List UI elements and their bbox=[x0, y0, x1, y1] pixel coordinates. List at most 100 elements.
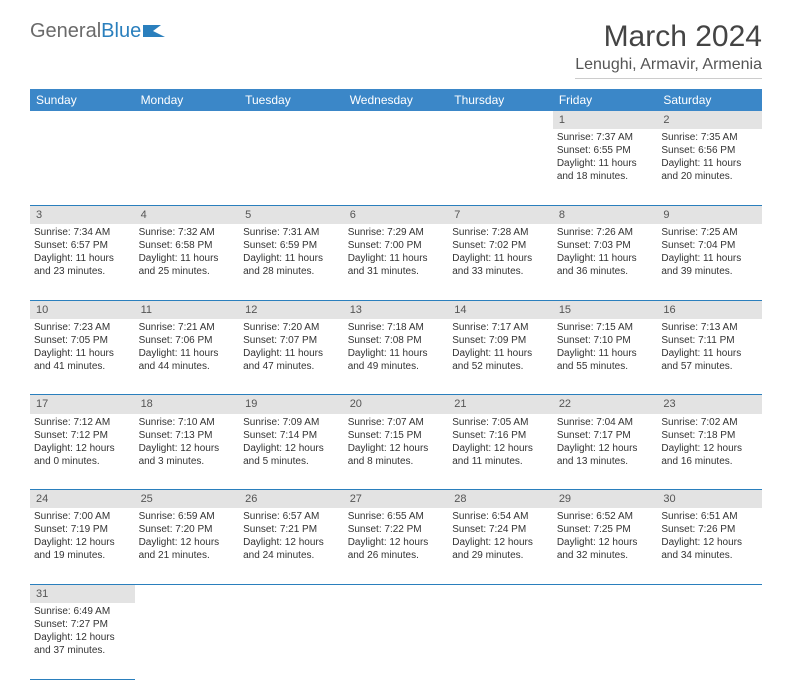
day-data-cell: Sunrise: 7:12 AMSunset: 7:12 PMDaylight:… bbox=[30, 414, 135, 490]
sunset-text: Sunset: 7:21 PM bbox=[243, 523, 340, 536]
day-number-row: 3456789 bbox=[30, 205, 762, 224]
sunset-text: Sunset: 7:15 PM bbox=[348, 429, 445, 442]
sunrise-text: Sunrise: 7:25 AM bbox=[661, 226, 758, 239]
daylight-text: Daylight: 12 hours and 8 minutes. bbox=[348, 442, 445, 468]
sunrise-text: Sunrise: 6:51 AM bbox=[661, 510, 758, 523]
daylight-text: Daylight: 12 hours and 34 minutes. bbox=[661, 536, 758, 562]
sunrise-text: Sunrise: 7:32 AM bbox=[139, 226, 236, 239]
sunset-text: Sunset: 6:56 PM bbox=[661, 144, 758, 157]
sunrise-text: Sunrise: 7:29 AM bbox=[348, 226, 445, 239]
day-number-cell: 30 bbox=[657, 490, 762, 509]
day-number-cell: 21 bbox=[448, 395, 553, 414]
day-data-row: Sunrise: 7:00 AMSunset: 7:19 PMDaylight:… bbox=[30, 508, 762, 584]
day-data-cell: Sunrise: 7:32 AMSunset: 6:58 PMDaylight:… bbox=[135, 224, 240, 300]
day-number-cell: 24 bbox=[30, 490, 135, 509]
day-data-cell: Sunrise: 7:31 AMSunset: 6:59 PMDaylight:… bbox=[239, 224, 344, 300]
day-data-cell: Sunrise: 7:13 AMSunset: 7:11 PMDaylight:… bbox=[657, 319, 762, 395]
sunrise-text: Sunrise: 7:18 AM bbox=[348, 321, 445, 334]
day-data-cell: Sunrise: 7:37 AMSunset: 6:55 PMDaylight:… bbox=[553, 129, 658, 205]
day-data-cell: Sunrise: 7:10 AMSunset: 7:13 PMDaylight:… bbox=[135, 414, 240, 490]
day-number-cell: 19 bbox=[239, 395, 344, 414]
day-number-cell: 25 bbox=[135, 490, 240, 509]
calendar-body: 12Sunrise: 7:37 AMSunset: 6:55 PMDayligh… bbox=[30, 111, 762, 679]
day-number-row: 12 bbox=[30, 111, 762, 129]
sunrise-text: Sunrise: 6:52 AM bbox=[557, 510, 654, 523]
logo-text-2: Blue bbox=[101, 20, 141, 43]
sunrise-text: Sunrise: 7:35 AM bbox=[661, 131, 758, 144]
daylight-text: Daylight: 11 hours and 28 minutes. bbox=[243, 252, 340, 278]
day-number-cell: 1 bbox=[553, 111, 658, 129]
daylight-text: Daylight: 12 hours and 21 minutes. bbox=[139, 536, 236, 562]
sunset-text: Sunset: 7:02 PM bbox=[452, 239, 549, 252]
day-number-cell: 13 bbox=[344, 300, 449, 319]
day-number-cell: 4 bbox=[135, 205, 240, 224]
day-data-cell: Sunrise: 7:35 AMSunset: 6:56 PMDaylight:… bbox=[657, 129, 762, 205]
day-data-cell: Sunrise: 7:23 AMSunset: 7:05 PMDaylight:… bbox=[30, 319, 135, 395]
daylight-text: Daylight: 11 hours and 49 minutes. bbox=[348, 347, 445, 373]
daylight-text: Daylight: 11 hours and 36 minutes. bbox=[557, 252, 654, 278]
day-data-cell: Sunrise: 6:49 AMSunset: 7:27 PMDaylight:… bbox=[30, 603, 135, 679]
sunrise-text: Sunrise: 7:26 AM bbox=[557, 226, 654, 239]
day-data-cell: Sunrise: 7:02 AMSunset: 7:18 PMDaylight:… bbox=[657, 414, 762, 490]
day-number-cell: 26 bbox=[239, 490, 344, 509]
day-data-cell bbox=[135, 603, 240, 679]
daylight-text: Daylight: 12 hours and 5 minutes. bbox=[243, 442, 340, 468]
day-number-cell: 23 bbox=[657, 395, 762, 414]
sunset-text: Sunset: 7:25 PM bbox=[557, 523, 654, 536]
day-number-cell: 29 bbox=[553, 490, 658, 509]
sunset-text: Sunset: 6:57 PM bbox=[34, 239, 131, 252]
sunrise-text: Sunrise: 6:54 AM bbox=[452, 510, 549, 523]
daylight-text: Daylight: 11 hours and 33 minutes. bbox=[452, 252, 549, 278]
day-number-cell: 5 bbox=[239, 205, 344, 224]
day-data-cell bbox=[239, 603, 344, 679]
day-data-cell: Sunrise: 6:55 AMSunset: 7:22 PMDaylight:… bbox=[344, 508, 449, 584]
sunset-text: Sunset: 7:24 PM bbox=[452, 523, 549, 536]
day-number-cell bbox=[448, 584, 553, 603]
weekday-header: Thursday bbox=[448, 89, 553, 111]
header: GeneralBlue March 2024 Lenughi, Armavir,… bbox=[30, 20, 762, 79]
sunset-text: Sunset: 7:20 PM bbox=[139, 523, 236, 536]
day-data-cell bbox=[657, 603, 762, 679]
day-number-cell: 18 bbox=[135, 395, 240, 414]
daylight-text: Daylight: 12 hours and 26 minutes. bbox=[348, 536, 445, 562]
daylight-text: Daylight: 11 hours and 47 minutes. bbox=[243, 347, 340, 373]
sunset-text: Sunset: 7:18 PM bbox=[661, 429, 758, 442]
sunset-text: Sunset: 6:55 PM bbox=[557, 144, 654, 157]
day-data-cell: Sunrise: 7:21 AMSunset: 7:06 PMDaylight:… bbox=[135, 319, 240, 395]
day-data-cell bbox=[448, 603, 553, 679]
day-number-cell bbox=[657, 584, 762, 603]
sunset-text: Sunset: 7:11 PM bbox=[661, 334, 758, 347]
sunset-text: Sunset: 7:10 PM bbox=[557, 334, 654, 347]
daylight-text: Daylight: 12 hours and 37 minutes. bbox=[34, 631, 131, 657]
weekday-header: Sunday bbox=[30, 89, 135, 111]
day-data-cell: Sunrise: 7:07 AMSunset: 7:15 PMDaylight:… bbox=[344, 414, 449, 490]
daylight-text: Daylight: 11 hours and 55 minutes. bbox=[557, 347, 654, 373]
sunset-text: Sunset: 6:59 PM bbox=[243, 239, 340, 252]
flag-icon bbox=[143, 20, 165, 43]
day-number-cell: 6 bbox=[344, 205, 449, 224]
sunset-text: Sunset: 7:22 PM bbox=[348, 523, 445, 536]
sunset-text: Sunset: 7:17 PM bbox=[557, 429, 654, 442]
daylight-text: Daylight: 11 hours and 52 minutes. bbox=[452, 347, 549, 373]
sunset-text: Sunset: 7:09 PM bbox=[452, 334, 549, 347]
weekday-header: Monday bbox=[135, 89, 240, 111]
day-number-cell bbox=[344, 584, 449, 603]
daylight-text: Daylight: 12 hours and 3 minutes. bbox=[139, 442, 236, 468]
daylight-text: Daylight: 11 hours and 20 minutes. bbox=[661, 157, 758, 183]
title-block: March 2024 Lenughi, Armavir, Armenia bbox=[575, 20, 762, 79]
daylight-text: Daylight: 12 hours and 24 minutes. bbox=[243, 536, 340, 562]
sunset-text: Sunset: 7:00 PM bbox=[348, 239, 445, 252]
daylight-text: Daylight: 12 hours and 19 minutes. bbox=[34, 536, 131, 562]
daylight-text: Daylight: 11 hours and 23 minutes. bbox=[34, 252, 131, 278]
sunset-text: Sunset: 7:14 PM bbox=[243, 429, 340, 442]
sunset-text: Sunset: 7:04 PM bbox=[661, 239, 758, 252]
sunrise-text: Sunrise: 7:07 AM bbox=[348, 416, 445, 429]
day-number-row: 24252627282930 bbox=[30, 490, 762, 509]
sunrise-text: Sunrise: 7:00 AM bbox=[34, 510, 131, 523]
day-number-cell: 22 bbox=[553, 395, 658, 414]
day-number-cell: 27 bbox=[344, 490, 449, 509]
sunrise-text: Sunrise: 7:23 AM bbox=[34, 321, 131, 334]
day-number-cell: 11 bbox=[135, 300, 240, 319]
daylight-text: Daylight: 12 hours and 32 minutes. bbox=[557, 536, 654, 562]
day-data-cell: Sunrise: 6:59 AMSunset: 7:20 PMDaylight:… bbox=[135, 508, 240, 584]
